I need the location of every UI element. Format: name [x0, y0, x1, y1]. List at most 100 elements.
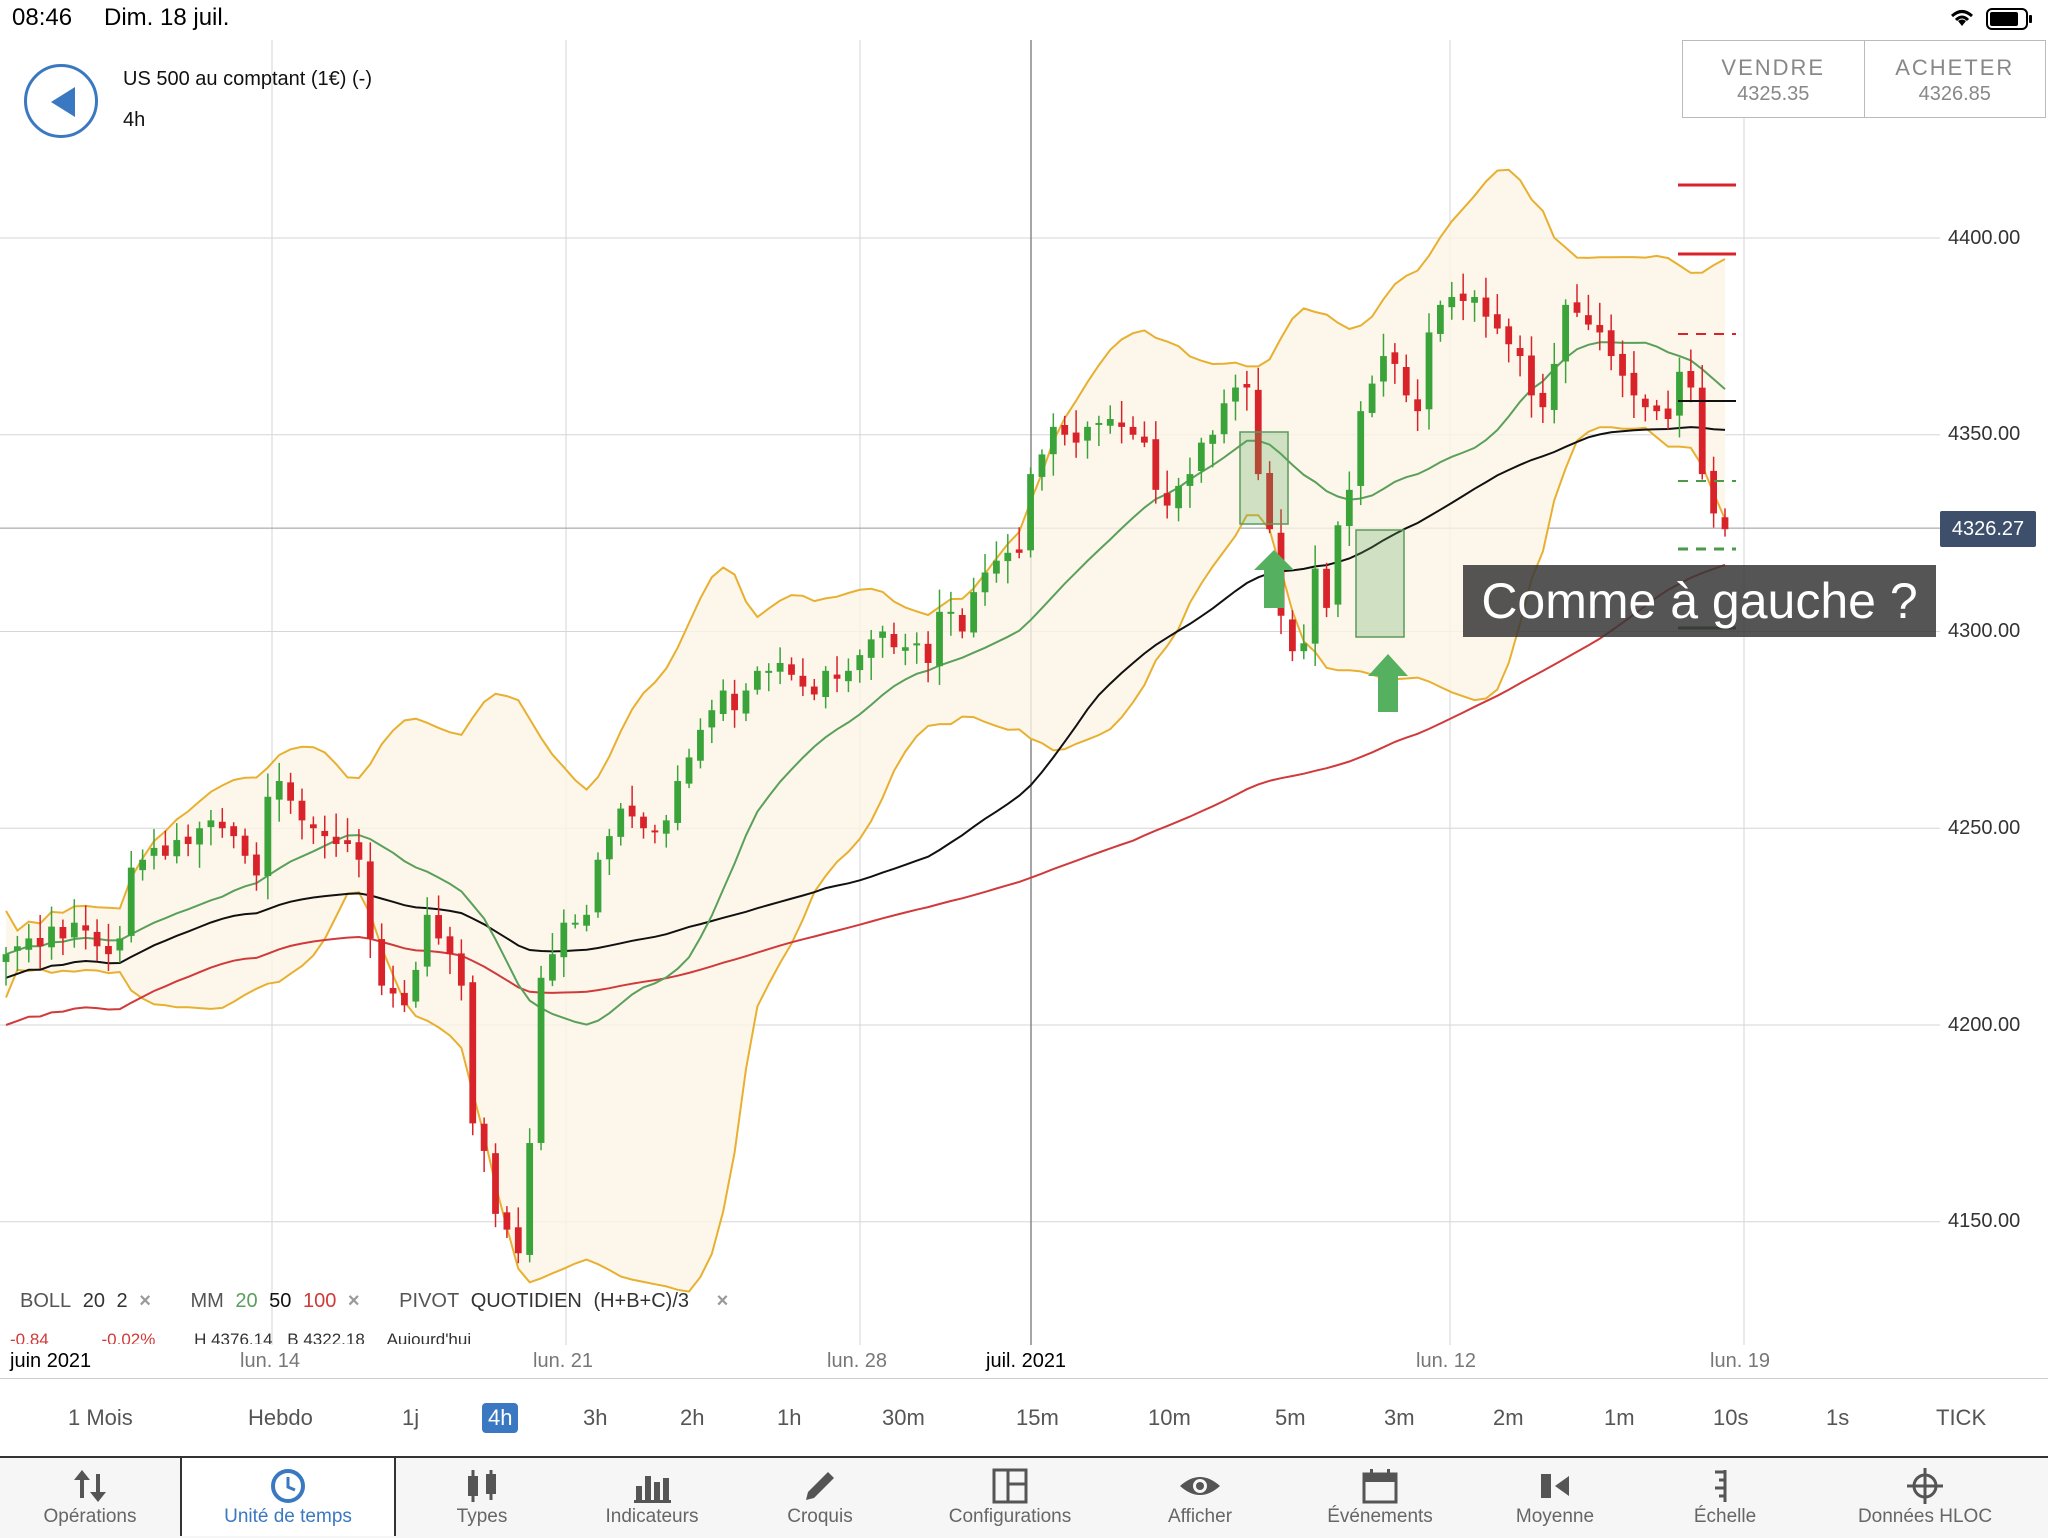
buy-label: ACHETER [1865, 55, 2046, 81]
candle [1016, 549, 1023, 552]
candle [1164, 493, 1171, 505]
price-tick: 4150.00 [1948, 1210, 2020, 1233]
tf-5m[interactable]: 5m [1275, 1405, 1306, 1431]
tf-10m[interactable]: 10m [1148, 1405, 1191, 1431]
tab-types[interactable]: Types [400, 1456, 564, 1536]
candle [868, 639, 875, 657]
candle [60, 927, 67, 938]
candle [356, 842, 363, 859]
candle [595, 860, 602, 913]
tf-3m[interactable]: 3m [1384, 1405, 1415, 1431]
candle [208, 820, 215, 827]
candle [492, 1153, 499, 1214]
candle [1084, 427, 1091, 441]
candle [1722, 517, 1729, 529]
candle [1300, 643, 1307, 651]
candle [993, 561, 1000, 574]
date-label: juil. 2021 [986, 1350, 1066, 1373]
candle [1004, 553, 1011, 561]
tab-croquis[interactable]: Croquis [740, 1456, 900, 1536]
candle [1391, 352, 1398, 364]
layout-icon [990, 1468, 1030, 1504]
tf-15m[interactable]: 15m [1016, 1405, 1059, 1431]
candle [1414, 399, 1421, 411]
tf-2h[interactable]: 2h [680, 1405, 704, 1431]
candle [48, 927, 55, 948]
candle [515, 1227, 522, 1253]
trade-box: VENDRE 4325.35 ACHETER 4326.85 [1682, 40, 2046, 118]
tab-label: Moyenne [1480, 1506, 1630, 1528]
tf-4h[interactable]: 4h [482, 1403, 518, 1433]
candle [1175, 486, 1182, 508]
tf-1h[interactable]: 1h [777, 1405, 801, 1431]
candle [754, 671, 761, 690]
date-label: juin 2021 [10, 1350, 91, 1373]
back-button[interactable] [24, 64, 98, 138]
tf-2m[interactable]: 2m [1493, 1405, 1524, 1431]
remove-boll-icon[interactable]: × [139, 1290, 151, 1312]
mm-100: 100 [303, 1290, 336, 1312]
tab-donnees-hloc[interactable]: Données HLOC [1840, 1456, 2010, 1536]
mm-20: 20 [235, 1290, 257, 1312]
candle [856, 655, 863, 670]
tf-30m[interactable]: 30m [882, 1405, 925, 1431]
tab-indicateurs[interactable]: Indicateurs [564, 1456, 740, 1536]
tf-1j[interactable]: 1j [402, 1405, 419, 1431]
tab-unite-de-temps[interactable]: Unité de temps [182, 1456, 394, 1536]
tab-label: Échelle [1650, 1506, 1800, 1528]
candle [287, 782, 294, 800]
tab-echelle[interactable]: Échelle [1650, 1456, 1800, 1536]
annotation-text[interactable]: Comme à gauche ? [1463, 565, 1936, 637]
candle [1061, 425, 1068, 435]
tab-configurations[interactable]: Configurations [920, 1456, 1100, 1536]
tf-3h[interactable]: 3h [583, 1405, 607, 1431]
candle [811, 687, 818, 695]
tab-operations[interactable]: Opérations [0, 1456, 180, 1536]
candle [1517, 348, 1524, 356]
boll-label: BOLL [20, 1290, 71, 1312]
candle [1130, 427, 1137, 435]
status-date: Dim. 18 juil. [104, 4, 229, 32]
candle [697, 730, 704, 761]
tab-moyenne[interactable]: Moyenne [1480, 1456, 1630, 1536]
candle [344, 840, 351, 844]
bars-icon [632, 1468, 672, 1504]
date-label: lun. 21 [533, 1350, 593, 1373]
remove-mm-icon[interactable]: × [348, 1290, 360, 1312]
tf-1m[interactable]: 1m [1604, 1405, 1635, 1431]
boll-dev: 2 [117, 1290, 128, 1312]
candle [982, 572, 989, 592]
candle [173, 840, 180, 856]
candle [1050, 427, 1057, 454]
average-icon [1535, 1468, 1575, 1504]
candle [765, 671, 772, 673]
calendar-icon [1360, 1468, 1400, 1504]
pivot-period: QUOTIDIEN [471, 1290, 582, 1312]
remove-pivot-icon[interactable]: × [717, 1290, 729, 1312]
candle [1494, 314, 1501, 328]
date-label: lun. 12 [1416, 1350, 1476, 1373]
price-chart[interactable] [0, 40, 2048, 1358]
tf-10s[interactable]: 10s [1713, 1405, 1748, 1431]
candle [777, 663, 784, 672]
candle [1710, 471, 1717, 514]
tf-hebdo[interactable]: Hebdo [248, 1405, 313, 1431]
buy-button[interactable]: ACHETER 4326.85 [1865, 41, 2046, 117]
candles-icon [462, 1468, 502, 1504]
candle [1528, 356, 1535, 396]
sell-button[interactable]: VENDRE 4325.35 [1683, 41, 1865, 117]
candle [310, 824, 317, 828]
candle [299, 801, 306, 821]
candle [469, 982, 476, 1123]
candle [902, 647, 909, 651]
tab-afficher[interactable]: Afficher [1120, 1456, 1280, 1536]
candle [1369, 384, 1376, 413]
candle [936, 612, 943, 666]
tab-evenements[interactable]: Événements [1290, 1456, 1470, 1536]
candle [560, 923, 567, 958]
candle [367, 861, 374, 938]
tf-1s[interactable]: 1s [1826, 1405, 1849, 1431]
tf-tick[interactable]: TICK [1936, 1405, 1986, 1431]
candle [845, 671, 852, 681]
tf-1-mois[interactable]: 1 Mois [68, 1405, 133, 1431]
